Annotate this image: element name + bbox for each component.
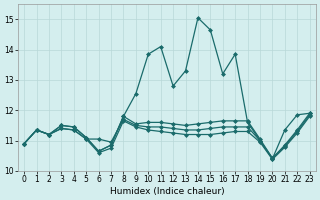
- X-axis label: Humidex (Indice chaleur): Humidex (Indice chaleur): [109, 187, 224, 196]
